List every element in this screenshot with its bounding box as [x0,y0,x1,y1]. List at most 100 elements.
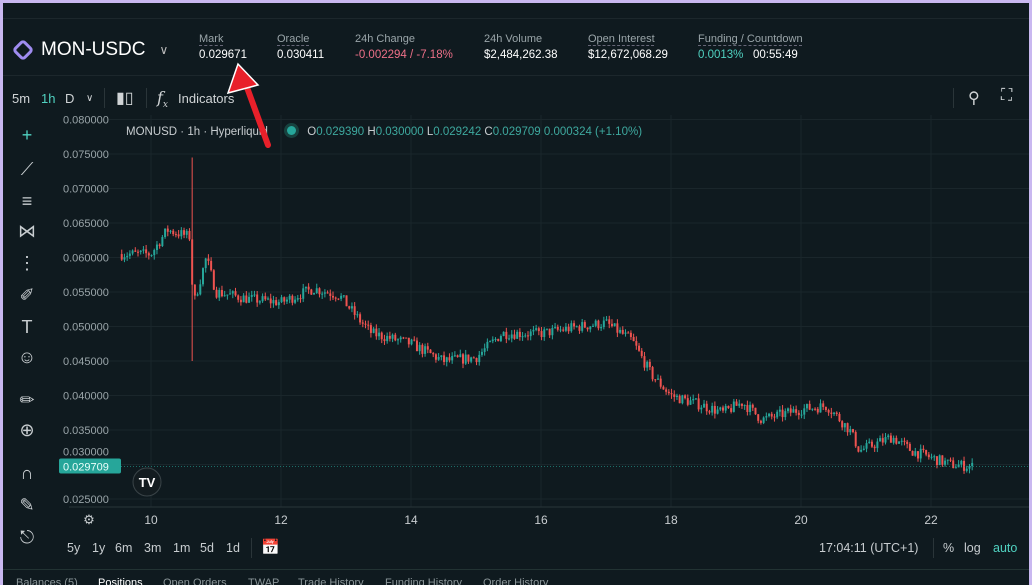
chevron-down-icon[interactable]: ∨ [86,93,94,104]
range-6m[interactable]: 6m [115,541,133,555]
range-1d[interactable]: 1d [226,541,240,555]
candle-body [369,325,372,333]
pattern-icon[interactable]: ⋈ [18,221,36,241]
lock-icon[interactable]: ⎋ [19,527,35,547]
quick-search-icon[interactable]: ⚲ [968,90,980,107]
candle-body [879,438,882,442]
stat-label[interactable]: Open Interest [588,33,655,45]
candle-body [166,228,169,232]
candle-body [155,244,158,251]
candle-body [816,408,819,413]
candle-body [464,354,467,364]
prediction-icon[interactable]: ⋮ [18,253,36,273]
drawing-toolbar: + ⟋ ≡ ⋈ ⋮ ✐ T ☺ ✏ ⊕ ∩ ✎ ⎋ [3,115,49,565]
range-1y[interactable]: 1y [92,541,106,555]
candle-body [659,378,662,387]
tab-open-orders[interactable]: Open Orders [163,577,227,585]
funding-rate: 0.0013% [698,49,744,61]
candle-body [288,295,291,300]
status-dot-icon [287,126,297,135]
text-icon[interactable]: T [21,317,33,337]
candle-body [857,446,860,452]
candle-body [332,295,334,298]
stat-label[interactable]: Funding / Countdown [698,33,803,45]
tab-trade-history[interactable]: Trade History [298,577,364,585]
interval-5m[interactable]: 5m [12,91,31,106]
candle-body [573,323,576,327]
candle-body [150,255,153,257]
candle-body [835,412,838,414]
range-5y[interactable]: 5y [67,541,81,555]
candle-body [765,416,768,418]
candle-body [486,341,489,349]
price-chart[interactable]: 10 12 14 16 18 20 22 0.080000 0.075000 0.070000 0.… [49,115,1029,535]
candle-body [432,353,435,355]
candle-body [145,249,148,254]
settings-icon[interactable]: ⚙ [83,512,95,527]
candle-body [269,298,272,304]
candle-body [264,296,267,300]
log-toggle[interactable]: log [964,541,981,555]
candle-body [131,250,134,254]
candle-body [375,328,378,337]
tab-funding-history[interactable]: Funding History [385,577,463,585]
candle-body [237,295,240,300]
candle-body [708,411,711,413]
candle-body [499,336,502,342]
emoji-icon[interactable]: ☺ [17,347,37,367]
candle-body [740,403,743,406]
range-3m[interactable]: 3m [144,541,162,555]
tab-twap[interactable]: TWAP [248,577,280,585]
interval-d[interactable]: D [65,91,75,106]
pair-name: MON-USDC [41,39,146,60]
candle-body [673,394,676,397]
lock-drawing-icon[interactable]: ✎ [19,495,35,515]
percent-toggle[interactable]: % [943,541,955,555]
range-1m[interactable]: 1m [173,541,191,555]
candle-body [638,345,641,351]
indicators-button[interactable]: Indicators [178,91,235,106]
candle-body [440,355,443,357]
tab-order-history[interactable]: Order History [483,577,549,585]
fullscreen-icon[interactable]: ⛶ [1001,87,1013,104]
candle-body [822,403,825,407]
candle-body [551,327,554,336]
fib-lines-icon[interactable]: ≡ [21,191,33,211]
chart-time[interactable]: 17:04:11 (UTC+1) [819,541,919,555]
last-price-label: 0.029709 [63,462,109,474]
range-5d[interactable]: 5d [200,541,214,555]
stat-label[interactable]: Oracle [277,33,310,45]
candle-body [345,295,348,307]
candle-body [692,398,695,401]
magnet-icon[interactable]: ∩ [20,463,34,483]
stat-label[interactable]: Mark [199,33,224,45]
x-tick-label: 22 [924,513,938,527]
candle-body [768,413,771,417]
brush-icon[interactable]: ✐ [19,285,35,305]
tab-balances-[interactable]: Balances (5) [16,577,78,585]
candle-body [594,320,597,326]
candle-body [651,367,654,380]
candle-type-icon[interactable]: ▮▯ [116,90,134,107]
zoom-in-icon[interactable]: ⊕ [19,420,35,440]
candle-body [126,255,129,258]
trend-line-icon[interactable]: ⟋ [20,159,34,179]
goto-date-icon[interactable]: 📅 [261,539,280,556]
candle-body [326,292,329,294]
tab-positions[interactable]: Positions [98,577,143,585]
pair-selector[interactable]: MON-USDC ∨ [11,38,168,62]
candle-body [462,354,464,364]
interval-1h[interactable]: 1h [41,91,56,106]
candle-body [640,350,643,357]
ruler-icon[interactable]: ✏ [19,390,35,410]
auto-toggle[interactable]: auto [993,541,1018,555]
candle-body [424,346,427,354]
indicators-fx-icon[interactable]: fx [157,88,168,111]
candle-body [827,410,830,413]
candle-body [854,432,857,447]
candle-body [632,336,635,342]
candle-body [789,408,792,413]
chart-legend: MONUSD · 1h · Hyperliquid O0.029390 H0.0… [126,126,643,138]
stat-24h-volume: 24h Volume $2,484,262.38 [484,33,558,61]
crosshair-icon[interactable]: + [21,125,33,145]
